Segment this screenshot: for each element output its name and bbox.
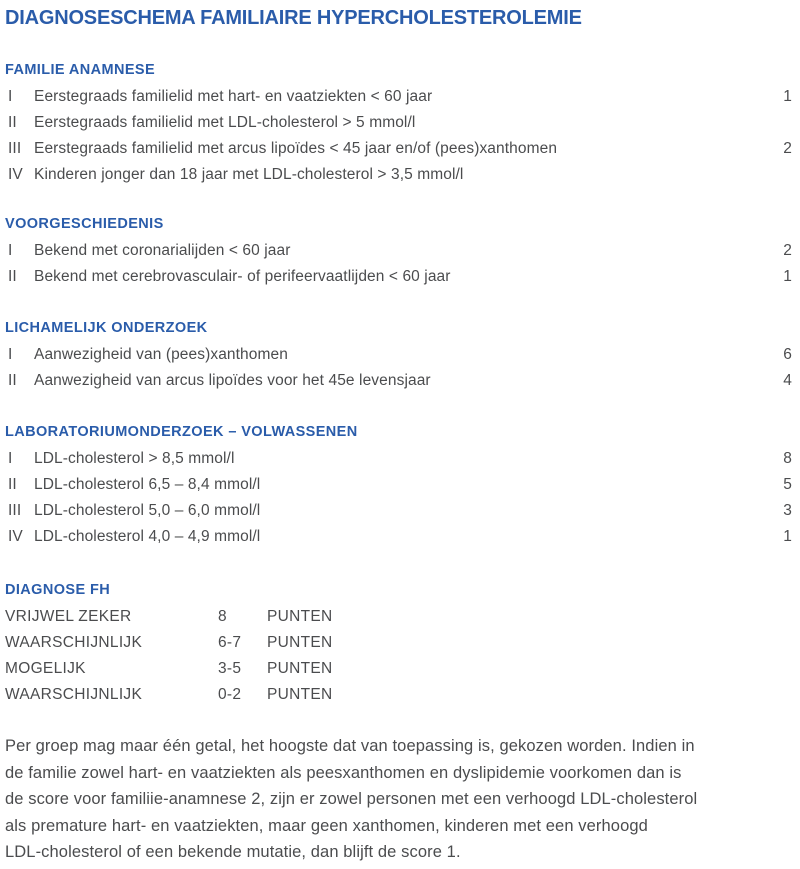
row-numeral: II	[8, 268, 17, 285]
section-voorgeschiedenis: VOORGESCHIEDENIS I Bekend met coronarial…	[5, 216, 792, 290]
diagnose-range: 3-5	[218, 660, 242, 677]
table-row: III LDL-cholesterol 5,0 – 6,0 mmol/l 3	[5, 498, 792, 524]
table-row: II Bekend met cerebrovasculair- of perif…	[5, 264, 792, 290]
row-text: Aanwezigheid van (pees)xanthomen	[34, 346, 288, 363]
table-row: III Eerstegraads familielid met arcus li…	[5, 136, 792, 162]
section-diagnose-fh: DIAGNOSE FH VRIJWEL ZEKER 8 PUNTEN WAARS…	[5, 582, 792, 708]
row-text: Bekend met cerebrovasculair- of perifeer…	[34, 268, 451, 285]
diagnose-label: MOGELIJK	[5, 660, 86, 677]
row-score: 1	[783, 268, 792, 285]
section-lichamelijk-onderzoek: LICHAMELIJK ONDERZOEK I Aanwezigheid van…	[5, 320, 792, 394]
diagnose-unit: PUNTEN	[267, 686, 333, 703]
section-heading-lichamelijk-onderzoek: LICHAMELIJK ONDERZOEK	[5, 320, 208, 336]
diagnose-row: WAARSCHIJNLIJK 6-7 PUNTEN	[5, 630, 792, 656]
section-heading-laboratoriumonderzoek: LABORATORIUMONDERZOEK – VOLWASSENEN	[5, 424, 358, 440]
section-laboratoriumonderzoek: LABORATORIUMONDERZOEK – VOLWASSENEN I LD…	[5, 424, 792, 550]
row-score: 2	[783, 242, 792, 259]
section-heading-familie-anamnese: FAMILIE ANAMNESE	[5, 62, 156, 78]
section-rows: I Aanwezigheid van (pees)xanthomen 6 II …	[5, 342, 792, 394]
row-score: 2	[783, 140, 792, 157]
diagnose-unit: PUNTEN	[267, 634, 333, 651]
diagnose-rows: VRIJWEL ZEKER 8 PUNTEN WAARSCHIJNLIJK 6-…	[5, 604, 792, 708]
row-score: 3	[783, 502, 792, 519]
diagnose-unit: PUNTEN	[267, 608, 333, 625]
row-numeral: III	[8, 502, 22, 519]
row-numeral: I	[8, 88, 13, 105]
row-numeral: I	[8, 242, 13, 259]
row-numeral: II	[8, 476, 17, 493]
row-score: 6	[783, 346, 792, 363]
section-familie-anamnese: FAMILIE ANAMNESE I Eerstegraads familiel…	[5, 62, 792, 188]
table-row: IV LDL-cholesterol 4,0 – 4,9 mmol/l 1	[5, 524, 792, 550]
row-text: LDL-cholesterol 6,5 – 8,4 mmol/l	[34, 476, 261, 493]
row-score: 1	[783, 528, 792, 545]
table-row: I Eerstegraads familielid met hart- en v…	[5, 84, 792, 110]
section-heading-diagnose-fh: DIAGNOSE FH	[5, 582, 111, 598]
row-score: 1	[783, 88, 792, 105]
row-text: Kinderen jonger dan 18 jaar met LDL-chol…	[34, 166, 464, 183]
diagnose-row: VRIJWEL ZEKER 8 PUNTEN	[5, 604, 792, 630]
table-row: IV Kinderen jonger dan 18 jaar met LDL-c…	[5, 162, 792, 188]
table-row: II Eerstegraads familielid met LDL-chole…	[5, 110, 792, 136]
diagnose-label: WAARSCHIJNLIJK	[5, 686, 143, 703]
row-numeral: IV	[8, 528, 23, 545]
row-text: LDL-cholesterol > 8,5 mmol/l	[34, 450, 235, 467]
row-numeral: III	[8, 140, 22, 157]
table-row: II Aanwezigheid van arcus lipoïdes voor …	[5, 368, 792, 394]
row-text: LDL-cholesterol 4,0 – 4,9 mmol/l	[34, 528, 261, 545]
section-heading-voorgeschiedenis: VOORGESCHIEDENIS	[5, 216, 164, 232]
footnote-paragraph: Per groep mag maar één getal, het hoogst…	[5, 737, 698, 862]
row-text: Eerstegraads familielid met arcus lipoïd…	[34, 140, 558, 157]
table-row: I Bekend met coronarialijden < 60 jaar 2	[5, 238, 792, 264]
row-numeral: II	[8, 114, 17, 131]
row-score: 4	[783, 372, 792, 389]
row-text: Eerstegraads familielid met hart- en vaa…	[34, 88, 433, 105]
diagnose-range: 8	[218, 608, 227, 625]
row-numeral: IV	[8, 166, 23, 183]
table-row: II LDL-cholesterol 6,5 – 8,4 mmol/l 5	[5, 472, 792, 498]
row-numeral: I	[8, 346, 13, 363]
row-text: LDL-cholesterol 5,0 – 6,0 mmol/l	[34, 502, 261, 519]
diagnose-row: WAARSCHIJNLIJK 0-2 PUNTEN	[5, 682, 792, 708]
diagnose-range: 0-2	[218, 686, 242, 703]
diagnose-unit: PUNTEN	[267, 660, 333, 677]
row-text: Bekend met coronarialijden < 60 jaar	[34, 242, 291, 259]
row-numeral: II	[8, 372, 17, 389]
row-score: 5	[783, 476, 792, 493]
row-numeral: I	[8, 450, 13, 467]
table-row: I Aanwezigheid van (pees)xanthomen 6	[5, 342, 792, 368]
diagnose-label: VRIJWEL ZEKER	[5, 608, 132, 625]
table-row: I LDL-cholesterol > 8,5 mmol/l 8	[5, 446, 792, 472]
diagnose-range: 6-7	[218, 634, 242, 651]
row-text: Aanwezigheid van arcus lipoïdes voor het…	[34, 372, 431, 389]
row-score: 8	[783, 450, 792, 467]
section-rows: I LDL-cholesterol > 8,5 mmol/l 8 II LDL-…	[5, 446, 792, 550]
diagnose-row: MOGELIJK 3-5 PUNTEN	[5, 656, 792, 682]
section-rows: I Bekend met coronarialijden < 60 jaar 2…	[5, 238, 792, 290]
diagnose-label: WAARSCHIJNLIJK	[5, 634, 143, 651]
section-rows: I Eerstegraads familielid met hart- en v…	[5, 84, 792, 188]
row-text: Eerstegraads familielid met LDL-choleste…	[34, 114, 416, 131]
page-title: DIAGNOSESCHEMA FAMILIAIRE HYPERCHOLESTER…	[5, 7, 582, 29]
